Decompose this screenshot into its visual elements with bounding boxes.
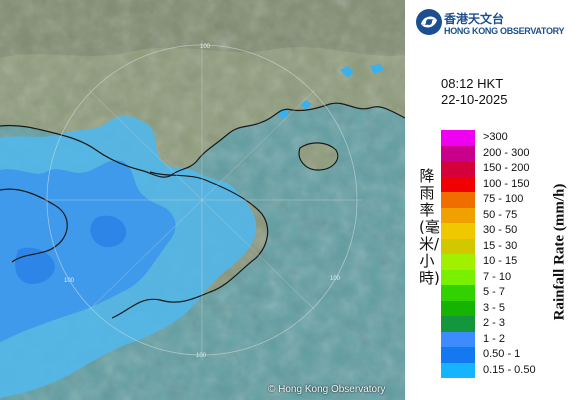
- legend-swatch: [441, 130, 475, 146]
- legend-label: 7 - 10: [483, 270, 512, 283]
- legend-label: 1 - 2: [483, 332, 506, 345]
- legend-swatch: [441, 316, 475, 332]
- coastline: [0, 188, 68, 263]
- timestamp: 08:12 HKT 22-10-2025: [441, 76, 508, 108]
- legend-label: 200 - 300: [483, 146, 530, 159]
- hko-logo-icon: [416, 9, 442, 35]
- legend-label: 5 - 7: [483, 286, 506, 298]
- legend-swatch: [441, 145, 475, 161]
- range-label-west: 100: [64, 278, 75, 284]
- legend-swatch: [441, 161, 475, 177]
- legend-swatch: [441, 362, 475, 378]
- legend-title-zh: 降雨率(毫米/小時): [417, 167, 440, 287]
- hko-logo[interactable]: 香港天文台 HONG KONG OBSERVATORY: [415, 8, 575, 38]
- range-radial: [201, 89, 316, 201]
- legend-swatch: [441, 285, 475, 301]
- legend-swatch: [441, 223, 475, 239]
- rain-echo-patch: [90, 215, 127, 248]
- legend-title-en: Rainfall Rate (mm/h): [551, 183, 568, 321]
- legend-label: 2 - 3: [483, 317, 506, 329]
- legend-label: 30 - 50: [483, 224, 518, 236]
- legend-label: 15 - 30: [483, 239, 518, 252]
- legend-label: 75 - 100: [483, 193, 524, 205]
- range-radial: [201, 199, 316, 311]
- legend-swatch: [441, 192, 475, 208]
- legend-title-zh-text: 降雨率(毫米/小時): [419, 167, 440, 287]
- logo-text-zh: 香港天文台: [444, 12, 505, 26]
- rain-echo-moderate: [0, 160, 176, 342]
- legend-swatch: [441, 300, 475, 316]
- range-radial: [88, 199, 203, 311]
- legend-label: 3 - 5: [483, 301, 506, 314]
- legend-label: 0.50 - 1: [483, 348, 521, 360]
- legend-panel: 香港天文台 HONG KONG OBSERVATORY 08:12 HKT 22…: [405, 0, 577, 400]
- range-label-east: 100: [330, 276, 341, 282]
- legend-label: 10 - 15: [483, 255, 518, 267]
- legend-swatch: [441, 207, 475, 223]
- legend-label: 100 - 150: [483, 177, 530, 190]
- coastline: [0, 102, 405, 178]
- time-text: 08:12 HKT: [441, 76, 504, 91]
- date-text: 22-10-2025: [441, 92, 508, 107]
- legend-swatch: [441, 176, 475, 192]
- copyright-text: © Hong Kong Observatory: [268, 384, 386, 395]
- legend-label: 150 - 200: [483, 162, 530, 174]
- legend-swatch: [441, 331, 475, 347]
- legend-label: >300: [483, 131, 508, 143]
- coastline: [298, 142, 339, 171]
- range-radial: [88, 89, 203, 201]
- legend-swatch: [441, 347, 475, 363]
- range-label-south: 100: [196, 353, 207, 359]
- radar-map[interactable]: 100 100 100 100 © Hong Kong Observatory: [0, 0, 405, 400]
- legend-label: 50 - 75: [483, 208, 518, 221]
- range-label-north: 100: [200, 44, 211, 50]
- legend-swatch: [441, 254, 475, 270]
- legend-swatch: [441, 269, 475, 285]
- legend-swatch: [441, 238, 475, 254]
- radar-image: 100 100 100 100: [0, 0, 405, 400]
- coastline: [111, 171, 269, 319]
- rain-echo-scatter: [280, 64, 384, 118]
- logo-text-en: HONG KONG OBSERVATORY: [444, 26, 565, 36]
- legend-label: 0.15 - 0.50: [483, 363, 536, 376]
